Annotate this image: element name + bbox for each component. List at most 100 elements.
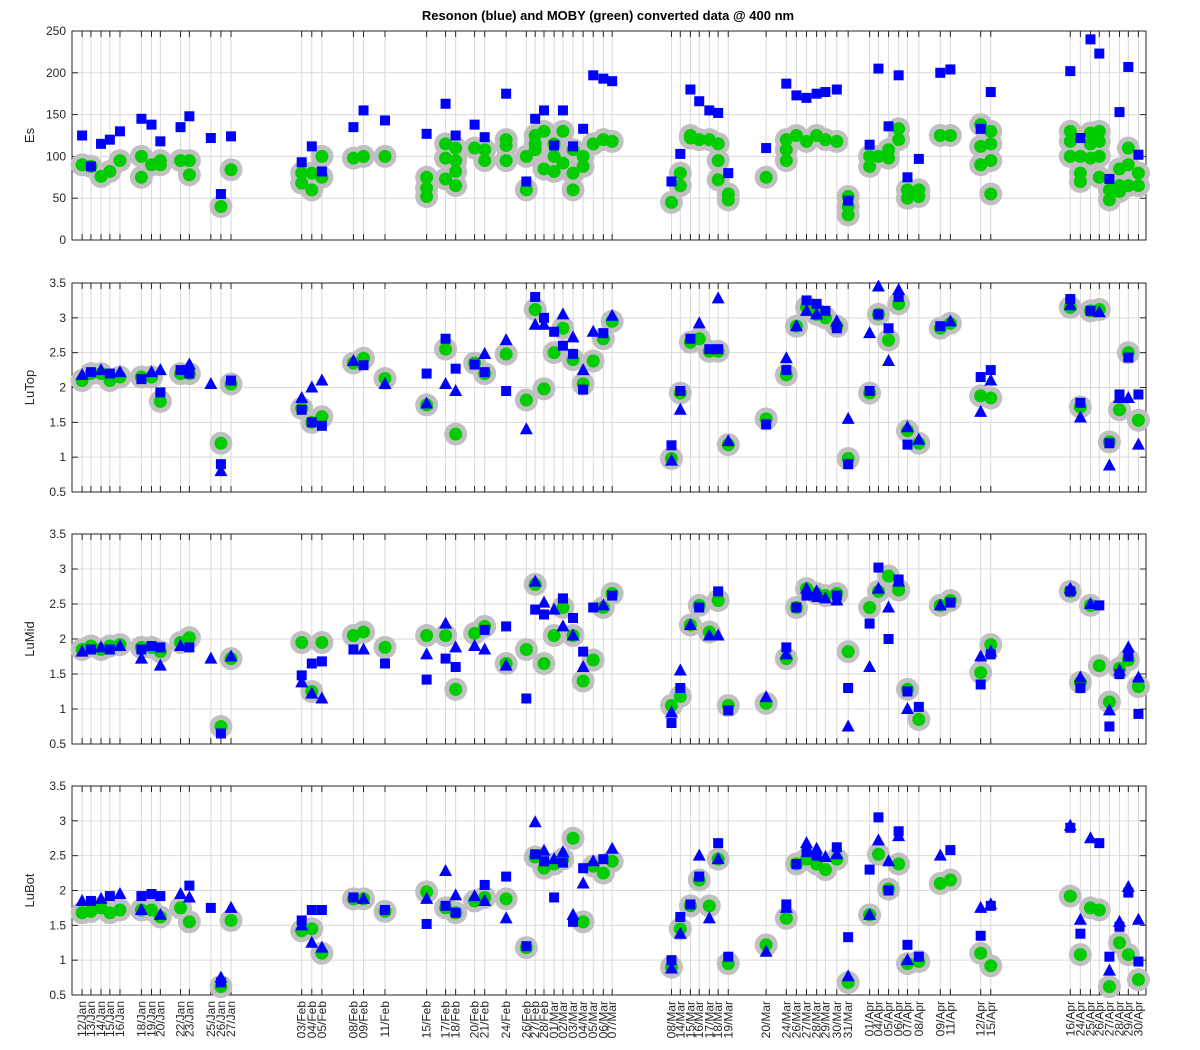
resonon-point xyxy=(975,123,986,134)
resonon-point xyxy=(557,340,568,351)
resonon-point xyxy=(1114,921,1125,932)
x-tick-label: 27/Mar xyxy=(800,1001,814,1038)
resonon-point xyxy=(781,78,792,89)
y-tick-label: 2.5 xyxy=(49,346,66,360)
moby-point xyxy=(984,124,998,138)
resonon-point xyxy=(1112,390,1126,403)
resonon-point xyxy=(1073,912,1087,925)
resonon-point xyxy=(831,323,842,334)
resonon-point xyxy=(1083,831,1097,844)
resonon-point xyxy=(478,893,492,906)
resonon-point xyxy=(478,347,492,360)
resonon-point xyxy=(945,64,956,75)
x-tick-label: 15/Apr xyxy=(984,1001,998,1036)
resonon-point xyxy=(791,90,802,101)
resonon-point xyxy=(576,660,590,672)
resonon-point xyxy=(94,640,108,653)
moby-point xyxy=(576,159,590,173)
moby-point xyxy=(1063,134,1077,148)
y-tick-label: 0.5 xyxy=(49,988,66,1002)
resonon-point xyxy=(295,390,309,403)
resonon-point xyxy=(902,172,913,183)
resonon-point xyxy=(184,368,195,379)
moby-point xyxy=(863,159,877,173)
resonon-point xyxy=(863,907,877,920)
resonon-point xyxy=(692,316,706,329)
resonon-point xyxy=(549,326,560,337)
resonon-point xyxy=(801,590,812,601)
resonon-point xyxy=(539,105,550,116)
resonon-point xyxy=(568,349,579,360)
resonon-point xyxy=(761,143,772,154)
moby-point xyxy=(673,166,687,180)
resonon-point xyxy=(1094,838,1105,849)
resonon-point xyxy=(566,330,580,343)
moby-point xyxy=(153,158,167,172)
resonon-point xyxy=(85,644,96,655)
x-tick-label: 16/Apr xyxy=(1063,1001,1077,1036)
resonon-point xyxy=(479,879,490,890)
resonon-point xyxy=(1133,149,1144,160)
resonon-point xyxy=(830,847,844,860)
resonon-point xyxy=(843,459,854,470)
resonon-point xyxy=(134,651,148,664)
resonon-point xyxy=(694,871,705,882)
moby-point xyxy=(153,394,167,408)
resonon-point xyxy=(357,891,371,904)
resonon-point xyxy=(568,916,579,927)
resonon-point xyxy=(153,658,167,671)
x-tick-label: 18/Jan xyxy=(134,1001,148,1037)
resonon-point xyxy=(578,384,589,395)
resonon-point xyxy=(521,941,532,952)
y-tick-label: 0.5 xyxy=(49,737,66,751)
moby-point xyxy=(1121,141,1135,155)
resonon-point xyxy=(315,940,329,953)
moby-point xyxy=(439,137,453,151)
moby-point xyxy=(882,569,896,583)
resonon-point xyxy=(478,642,492,655)
resonon-point xyxy=(841,969,855,982)
resonon-point xyxy=(1104,173,1115,184)
moby-point xyxy=(871,847,885,861)
resonon-point xyxy=(316,166,327,177)
resonon-point xyxy=(791,859,802,870)
moby-point xyxy=(449,164,463,178)
resonon-point xyxy=(568,613,579,623)
resonon-point xyxy=(683,618,697,630)
resonon-point xyxy=(468,889,482,902)
y-tick-label: 3.5 xyxy=(49,276,66,290)
y-tick-label: 3.5 xyxy=(49,779,66,793)
resonon-point xyxy=(892,574,906,587)
moby-point xyxy=(912,713,926,726)
moby-point xyxy=(586,354,600,368)
resonon-point xyxy=(306,905,317,916)
resonon-point xyxy=(673,402,687,415)
moby-point xyxy=(478,143,492,157)
resonon-point xyxy=(1075,928,1086,939)
moby-point xyxy=(974,946,988,960)
moby-point xyxy=(295,176,309,190)
moby-point xyxy=(449,154,463,168)
x-tick-label: 27/Feb xyxy=(528,1001,542,1039)
moby-point xyxy=(692,133,706,147)
resonon-point xyxy=(440,653,451,664)
x-tick-label: 28/Apr xyxy=(1112,1001,1126,1036)
resonon-point xyxy=(155,387,166,398)
resonon-point xyxy=(499,658,513,671)
moby-point xyxy=(943,129,957,142)
resonon-point xyxy=(759,944,773,957)
moby-point xyxy=(468,626,482,640)
resonon-point xyxy=(1065,822,1076,833)
resonon-point xyxy=(871,833,885,846)
moby-point xyxy=(357,149,371,163)
resonon-point xyxy=(883,121,894,132)
moby-point xyxy=(892,583,906,597)
resonon-point xyxy=(685,899,696,910)
x-tick-label: 09/Feb xyxy=(357,1001,371,1039)
resonon-point xyxy=(779,351,793,364)
resonon-point xyxy=(1073,670,1087,683)
resonon-point xyxy=(501,621,512,632)
y-axis-label: LuBot xyxy=(22,873,37,907)
resonon-point xyxy=(348,122,359,133)
resonon-point xyxy=(316,905,327,916)
